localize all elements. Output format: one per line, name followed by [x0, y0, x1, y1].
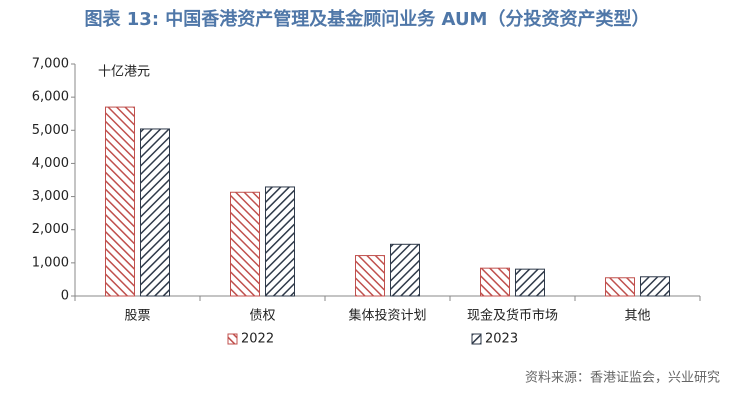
y-axis-label: 十亿港元: [98, 65, 150, 80]
bar: [140, 128, 170, 297]
y-tick-label: 5,000: [32, 123, 69, 138]
y-tick-label: 6,000: [32, 90, 69, 105]
bar: [640, 276, 670, 297]
legend-swatch: [471, 333, 482, 345]
chart-title: 图表 13: 中国香港资产管理及基金顾问业务 AUM（分投资资产类型）: [85, 8, 650, 30]
x-tick-label: 现金及货币市场: [467, 308, 558, 324]
x-tick-label: 其他: [624, 309, 650, 324]
y-tick-label: 7,000: [32, 57, 69, 72]
legend-label: 2023: [485, 332, 518, 347]
x-tick-label: 股票: [124, 309, 150, 324]
y-tick-label: 2,000: [32, 222, 69, 237]
bar: [105, 106, 135, 297]
bar: [515, 268, 545, 297]
bar: [265, 186, 295, 297]
legend-label: 2022: [241, 332, 274, 347]
source: 资料来源：香港证监会，兴业研究: [525, 371, 720, 386]
x-tick-label: 债权: [249, 308, 275, 324]
x-tick-label: 集体投资计划: [348, 308, 426, 324]
y-tick-label: 4,000: [32, 156, 69, 171]
y-tick-label: 1,000: [32, 255, 69, 270]
bar: [230, 191, 260, 297]
bar: [605, 277, 635, 297]
bar: [355, 255, 385, 297]
legend-swatch: [227, 333, 238, 345]
y-tick-label: 3,000: [32, 189, 69, 204]
y-tick-label: 0: [61, 289, 69, 304]
bar: [480, 267, 510, 297]
bar: [390, 243, 420, 297]
